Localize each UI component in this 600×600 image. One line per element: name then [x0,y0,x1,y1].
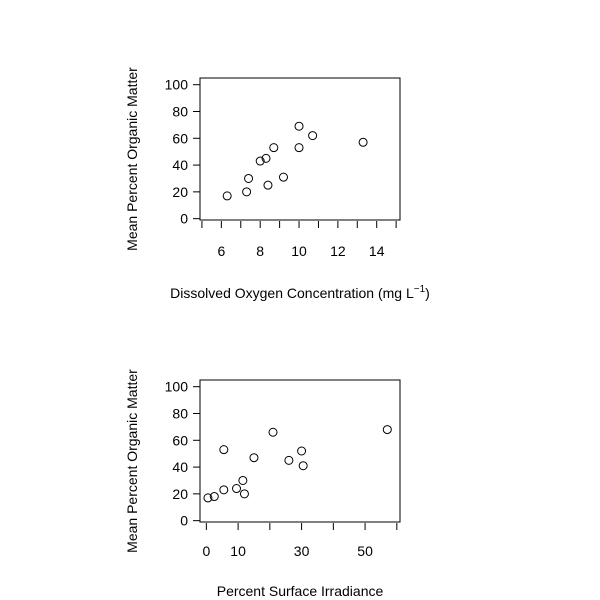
y-axis-title: Mean Percent Organic Matter [124,369,140,553]
data-point [219,485,229,495]
y-tick-label: 0 [180,211,188,227]
data-point [268,427,278,437]
y-tick-label: 100 [165,77,189,93]
y-tick-label: 60 [172,432,188,448]
data-point [278,172,288,182]
x-axis-title: Percent Surface Irradiance [217,583,384,599]
x-axis-title-exponent: −1 [414,284,426,295]
data-point [294,121,304,131]
x-tick-label: 0 [202,543,210,559]
y-tick-label: 40 [172,157,188,173]
x-tick-label: 30 [294,543,310,559]
x-tick-label: 14 [369,243,385,259]
data-point [308,131,318,141]
data-point [222,191,232,201]
data-point [382,425,392,435]
x-tick-label: 12 [330,243,346,259]
y-tick-label: 80 [172,405,188,421]
data-point [239,489,249,499]
y-tick-label: 100 [165,379,189,395]
data-point [249,453,259,463]
x-tick-label: 10 [230,543,246,559]
data-point [219,445,229,455]
y-tick-label: 40 [172,459,188,475]
data-point [238,475,248,485]
data-point [269,143,279,153]
data-point [242,187,252,197]
data-point [263,180,273,190]
plot-frame [199,77,401,221]
data-point [255,156,265,166]
plot-frame [199,379,401,523]
data-point [298,461,308,471]
y-tick-label: 20 [172,184,188,200]
y-axis-title: Mean Percent Organic Matter [124,67,140,251]
data-point [232,484,242,494]
x-axis-title: Dissolved Oxygen Concentration (mg L−1) [170,284,430,301]
data-point [297,446,307,456]
data-point [203,493,213,503]
x-tick-label: 8 [256,243,264,259]
data-point [209,492,219,502]
x-tick-label: 10 [291,243,307,259]
y-tick-label: 20 [172,486,188,502]
data-point [284,455,294,465]
data-point [244,173,254,183]
irradiance-scatter-plot: 0 20 40 60 80 100 0 10 30 50 Percent Surface Irrad… [124,369,401,599]
y-tick-label: 60 [172,130,188,146]
x-tick-label: 6 [217,243,225,259]
x-tick-label: 50 [357,543,373,559]
data-point [261,153,271,163]
oxygen-scatter-plot: 0 20 40 60 80 100 6 8 10 12 14 Dissolved Oxygen Con… [124,67,430,301]
data-point [358,137,368,147]
y-tick-label: 80 [172,103,188,119]
data-point [294,143,304,153]
y-tick-label: 0 [180,513,188,529]
